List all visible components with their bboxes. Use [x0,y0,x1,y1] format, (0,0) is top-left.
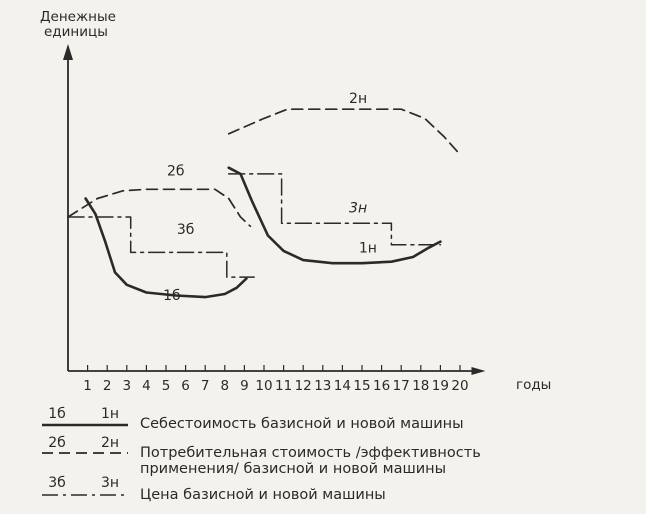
x-tick-label: 12 [295,378,312,394]
y-axis-arrow [63,44,73,60]
series-line-3б [67,216,255,278]
legend-text: Цена базисной и новой машины [140,487,386,503]
x-tick-label: 2 [103,378,112,394]
x-axis-label: годы [516,377,551,393]
legend-text: Потребительная стоимость /эффективность [140,445,481,461]
legend-code-new: 2н [101,435,119,451]
x-tick-label: 14 [334,378,351,394]
x-tick-label: 20 [451,378,468,394]
x-tick-label: 3 [123,378,132,394]
x-tick-label: 16 [373,378,390,394]
series-label-1н: 1н [359,240,377,256]
legend-text: Себестоимость базисной и новой машины [140,416,464,432]
x-tick-label: 4 [142,378,151,394]
series-label-2н: 2н [349,91,367,107]
legend-text: применения/ базисной и новой машины [140,461,446,477]
x-tick-label: 7 [201,378,210,394]
legend-code-base: 2б [48,435,66,451]
series-label-3б: 3б [177,222,195,238]
legend-code-new: 1н [101,406,119,422]
x-tick-label: 19 [432,378,449,394]
x-tick-label: 13 [314,378,331,394]
series-line-1н [227,166,442,265]
series-label-2б: 2б [167,163,185,179]
axes: 1 2 3 4 5 6 7 8 9 10 11 12 13 14 15 16 17 18 19 20 [63,44,486,394]
x-tick-label: 17 [393,378,410,394]
x-tick-label: 9 [240,378,249,394]
legend-code-base: 1б [48,406,66,422]
legend-code-base: 3б [48,475,66,491]
series-line-1б [84,197,248,299]
y-axis-label-line-1: Денежные [40,9,116,25]
y-axis-label-line-2: единицы [44,24,108,40]
x-tick-label: 11 [275,378,292,394]
x-tick-label: 15 [353,378,370,394]
series-line-2б [67,188,252,228]
x-tick-label: 6 [181,378,190,394]
x-tick-label: 18 [412,378,429,394]
series-line-2н [227,108,459,154]
x-axis-arrow [471,367,486,375]
legend-code-new: 3н [101,475,119,491]
legend: 1б 1н Себестоимость базисной и новой машин… [42,406,481,503]
series-group: 1б 1н 2б 2н 3б 3н [67,91,459,304]
series-label-1б: 1б [163,288,181,304]
x-tick-label: 10 [255,378,272,394]
series-label-3н: 3н [349,200,367,216]
x-tick-label: 8 [221,378,230,394]
series-line-3н [227,173,442,246]
x-tick-label: 5 [162,378,171,394]
x-tick-label: 1 [83,378,92,394]
